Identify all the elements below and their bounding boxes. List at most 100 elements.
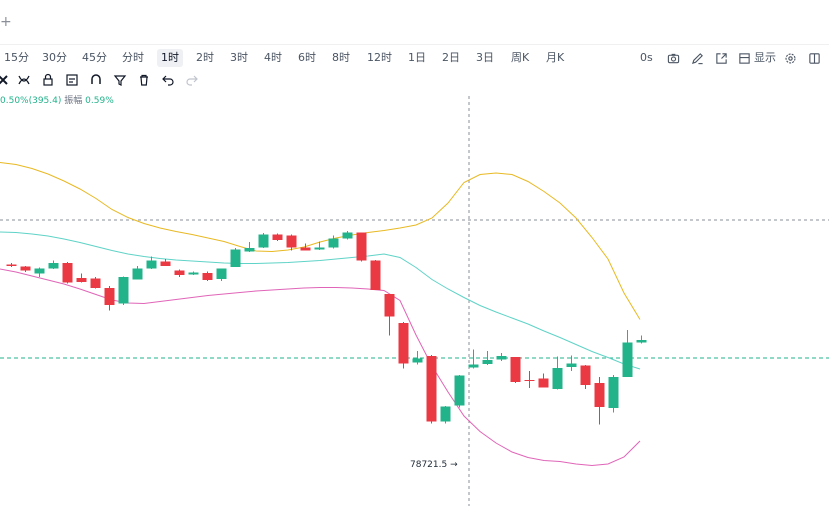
candle-body — [496, 356, 507, 360]
candle — [426, 355, 437, 424]
low-price-value: 78721.5 — [410, 460, 448, 470]
timeframe-1h[interactable]: 1时 — [157, 49, 183, 67]
timeframe-12h[interactable]: 12时 — [367, 51, 392, 64]
redo-icon[interactable] — [185, 73, 201, 89]
timeframe-15m[interactable]: 15分 — [4, 51, 29, 64]
drawing-toolbar — [0, 70, 829, 92]
timeframe-3d[interactable]: 3日 — [476, 51, 494, 64]
candle — [370, 260, 381, 290]
candle-body — [552, 368, 563, 389]
note-icon[interactable] — [65, 73, 81, 89]
candle-body — [356, 232, 367, 261]
candle-body — [230, 249, 241, 267]
plus-icon[interactable]: + — [0, 14, 12, 30]
camera-icon[interactable] — [667, 52, 681, 66]
timeframe-month[interactable]: 月K — [546, 51, 565, 64]
pen-icon[interactable] — [691, 52, 705, 66]
candle — [552, 356, 563, 390]
lower-band-line — [0, 268, 641, 467]
candle-body — [48, 263, 59, 269]
timeframe-week[interactable]: 周K — [511, 51, 530, 64]
candle-body — [6, 264, 17, 266]
candle-body — [580, 365, 591, 385]
candle — [314, 241, 325, 250]
candle — [118, 276, 129, 305]
candle — [230, 248, 241, 267]
candle-body — [398, 323, 409, 364]
timeframe-timeline[interactable]: 分时 — [122, 51, 144, 64]
candle — [104, 286, 115, 311]
candle — [188, 271, 199, 275]
timeframe-8h[interactable]: 8时 — [332, 51, 350, 64]
candle — [216, 268, 227, 281]
candle — [398, 322, 409, 369]
candle — [174, 269, 185, 277]
candle — [412, 351, 423, 365]
candle — [62, 262, 73, 284]
candle — [524, 371, 535, 388]
candlestick-chart[interactable] — [0, 92, 829, 506]
candle — [440, 406, 451, 424]
candle-body — [426, 356, 437, 422]
candle — [146, 256, 157, 269]
display-button[interactable]: 显示 — [754, 51, 776, 64]
timeframe-3h[interactable]: 3时 — [230, 51, 248, 64]
candle — [328, 235, 339, 249]
window-header: + — [0, 0, 829, 45]
candle — [468, 349, 479, 369]
candles-group — [6, 231, 647, 425]
candle — [594, 377, 605, 425]
candle-body — [482, 360, 493, 364]
candle — [580, 365, 591, 389]
magnet-icon[interactable] — [89, 73, 105, 89]
candle-body — [566, 363, 577, 367]
timeframe-1d[interactable]: 1日 — [408, 51, 426, 64]
candle-body — [538, 378, 549, 388]
timeframe-30m[interactable]: 30分 — [42, 51, 67, 64]
curve-icon[interactable] — [17, 73, 33, 89]
candle — [454, 375, 465, 408]
cursor-icon[interactable] — [0, 73, 12, 89]
candle-body — [160, 261, 171, 266]
candle-body — [20, 266, 31, 271]
undo-icon[interactable] — [161, 73, 177, 89]
candle-body — [216, 268, 227, 279]
display-icon[interactable] — [738, 52, 752, 66]
candle-body — [636, 340, 647, 343]
candle-body — [90, 278, 101, 288]
timeframe-4h[interactable]: 4时 — [264, 51, 282, 64]
trash-icon[interactable] — [137, 73, 153, 89]
candle — [272, 233, 283, 241]
candle-body — [440, 406, 451, 422]
candle-body — [412, 358, 423, 363]
expand-icon[interactable] — [715, 52, 729, 66]
candle-body — [622, 342, 633, 377]
layout-icon[interactable] — [808, 52, 822, 66]
candle — [90, 277, 101, 289]
amplitude-value: 0.59% — [85, 96, 114, 106]
candle — [356, 232, 367, 262]
countdown-label: 0s — [640, 51, 653, 64]
candle-body — [188, 272, 199, 275]
gear-icon[interactable] — [784, 52, 798, 66]
candle-body — [300, 247, 311, 251]
candle-body — [34, 268, 45, 274]
candle — [384, 294, 395, 336]
candle-body — [202, 273, 213, 280]
candle — [538, 373, 549, 388]
timeframe-6h[interactable]: 6时 — [298, 51, 316, 64]
timeframe-2d[interactable]: 2日 — [442, 51, 460, 64]
timeframe-bar: 15分 30分 45分 分时 1时 2时 3时 4时 6时 8时 12时 1日 … — [0, 45, 829, 69]
timeframe-45m[interactable]: 45分 — [82, 51, 107, 64]
candle-body — [342, 232, 353, 239]
candle-body — [76, 278, 87, 282]
candle-body — [62, 263, 73, 283]
lock-icon[interactable] — [41, 73, 57, 89]
candle — [566, 355, 577, 371]
candle-body — [454, 375, 465, 406]
filter-icon[interactable] — [113, 73, 129, 89]
candle-body — [174, 270, 185, 275]
right-arrow-icon: → — [450, 460, 458, 470]
timeframe-2h[interactable]: 2时 — [196, 51, 214, 64]
middle-band-line — [0, 231, 641, 370]
